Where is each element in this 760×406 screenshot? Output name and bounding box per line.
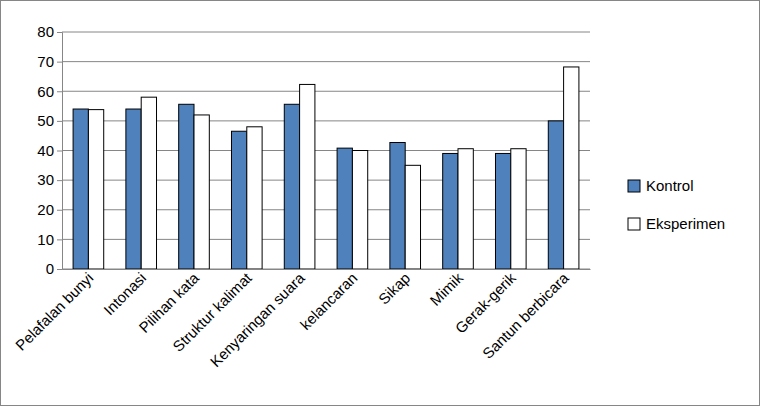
x-tick: Sikap — [375, 269, 414, 308]
y-tick-label: 80 — [37, 23, 54, 40]
y-tick: 80 — [37, 23, 62, 40]
y-tick: 10 — [37, 231, 62, 248]
bar — [352, 151, 367, 270]
legend-item: Eksperimen — [628, 215, 725, 232]
bar — [511, 149, 526, 269]
x-tick: Santun berbicara — [479, 269, 572, 362]
y-tick-mark — [57, 180, 62, 181]
x-tick-label: Santun berbicara — [479, 269, 572, 362]
x-tick-label: Sikap — [375, 269, 414, 308]
legend-item: Kontrol — [628, 177, 694, 194]
bar — [141, 97, 156, 269]
legend: Kontrol Eksperimen — [628, 177, 725, 232]
bar — [126, 109, 141, 269]
bar — [284, 104, 299, 269]
bar — [247, 127, 262, 269]
y-tick: 30 — [37, 171, 62, 188]
y-tick: 20 — [37, 201, 62, 218]
y-tick-mark — [57, 151, 62, 152]
x-tick-label: Intonasi — [100, 269, 149, 318]
y-tick-label: 30 — [37, 171, 54, 188]
bar — [231, 131, 246, 269]
x-tick-label: Kenyaringan suara — [207, 269, 309, 371]
bar — [495, 153, 510, 269]
bar — [179, 104, 194, 269]
x-tick: Kenyaringan suara — [207, 269, 309, 371]
y-tick-label: 40 — [37, 142, 54, 159]
bar — [73, 109, 88, 269]
y-tick-label: 60 — [37, 83, 54, 100]
legend-swatch — [628, 180, 640, 192]
bars — [73, 67, 579, 269]
x-tick-label: Mimik — [426, 269, 466, 309]
grid-line — [62, 61, 590, 62]
y-tick-mark — [57, 269, 62, 270]
x-tick: Pelafalan bunyi — [12, 269, 97, 354]
bar — [458, 149, 473, 269]
y-tick-mark — [57, 121, 62, 122]
legend-swatch — [628, 218, 640, 230]
y-tick-mark — [57, 91, 62, 92]
bar — [337, 148, 352, 269]
bar — [443, 153, 458, 269]
x-tick: Intonasi — [100, 269, 149, 318]
y-tick: 60 — [37, 83, 62, 100]
y-tick-label: 50 — [37, 112, 54, 129]
y-tick: 0 — [46, 260, 62, 277]
y-tick-mark — [57, 239, 62, 240]
x-axis: Pelafalan bunyiIntonasiPilihan kataStruk… — [12, 269, 591, 371]
y-tick-label: 70 — [37, 53, 54, 70]
y-tick-mark — [57, 210, 62, 211]
legend-label: Kontrol — [646, 177, 694, 194]
bar — [405, 165, 420, 269]
y-axis: 0 10 20 30 40 50 60 70 80 — [37, 23, 62, 277]
bar — [88, 110, 103, 269]
bar — [564, 67, 579, 269]
y-tick-mark — [57, 62, 62, 63]
bar-series — [88, 67, 579, 269]
bar — [390, 143, 405, 269]
x-tick: kelancaran — [297, 269, 361, 333]
chart: 0 10 20 30 40 50 60 70 80 Pelafalan bunyiIntonasi… — [0, 0, 760, 406]
y-tick: 50 — [37, 112, 62, 129]
bar — [300, 84, 315, 269]
y-tick-label: 10 — [37, 231, 54, 248]
y-tick-label: 0 — [46, 260, 54, 277]
y-tick-label: 20 — [37, 201, 54, 218]
bar — [194, 115, 209, 269]
y-tick: 40 — [37, 142, 62, 159]
legend-label: Eksperimen — [646, 215, 725, 232]
bar — [548, 121, 563, 269]
plot: 0 10 20 30 40 50 60 70 80 Pelafalan bunyiIntonasi… — [12, 23, 591, 370]
x-axis-line — [63, 269, 591, 270]
grid-line — [62, 91, 590, 92]
x-tick-label: Pelafalan bunyi — [12, 269, 97, 354]
chart-frame — [1, 1, 760, 406]
grid-line — [62, 32, 590, 33]
x-tick-label: kelancaran — [297, 269, 361, 333]
x-tick: Mimik — [426, 269, 466, 309]
grid — [62, 32, 590, 269]
y-axis-line — [57, 33, 63, 270]
y-tick-mark — [57, 32, 62, 33]
y-tick: 70 — [37, 53, 62, 70]
